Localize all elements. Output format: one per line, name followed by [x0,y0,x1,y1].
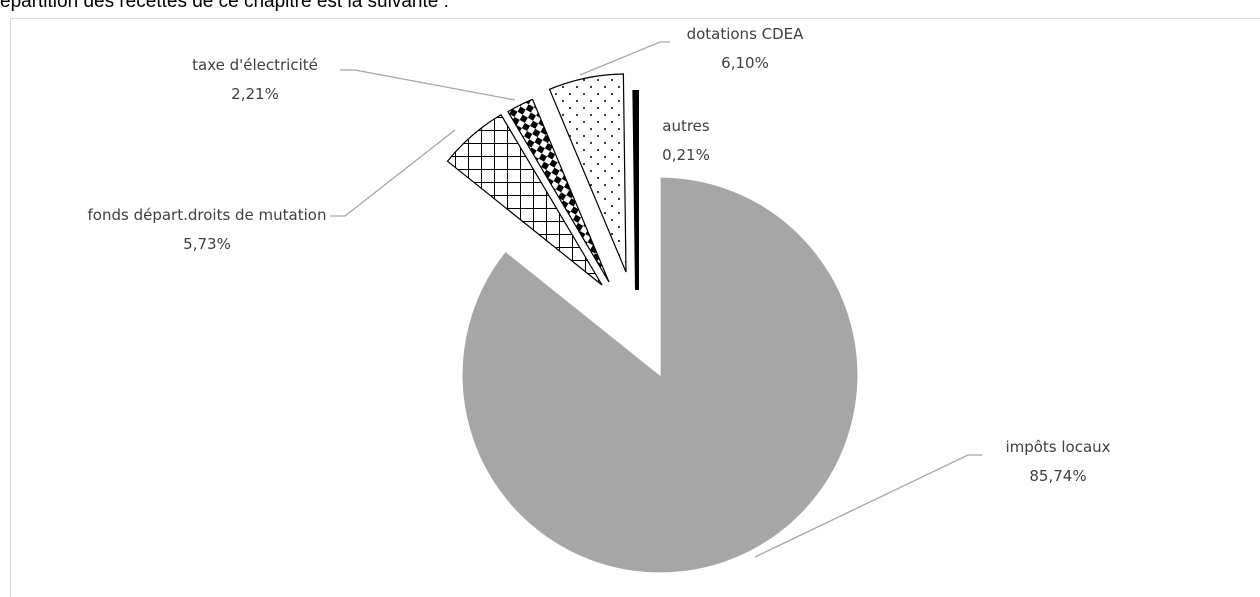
slice-value: 6,10% [721,54,769,72]
slice-name: dotations CDEA [686,25,804,43]
pie-slice [446,113,603,286]
pie-slice [461,176,859,574]
slice-label: autres 0,21% [636,112,736,170]
slice-value: 0,21% [662,146,710,164]
slice-label: taxe d'électricité 2,21% [145,51,365,109]
slice-label: fonds départ.droits de mutation 5,73% [77,201,337,259]
pie-slice [548,73,627,273]
slice-name: fonds départ.droits de mutation [87,206,327,224]
slice-name: autres [662,117,710,135]
leader-line [754,454,982,558]
chart-frame [10,18,1260,597]
slice-value: 5,73% [183,235,231,253]
slice-name: impôts locaux [1005,438,1111,456]
slice-label: dotations CDEA 6,10% [645,20,845,78]
slice-label: impôts locaux 85,74% [958,433,1158,491]
caption: épartition des recettes de ce chapitre e… [0,0,449,12]
leader-line [330,129,456,217]
slice-name: taxe d'électricité [192,56,318,74]
pie-slice [632,89,639,291]
slice-value: 85,74% [1029,467,1087,485]
leader-line [340,69,516,101]
slice-value: 2,21% [231,85,279,103]
leader-line [579,41,670,76]
pie-slice [507,98,610,283]
